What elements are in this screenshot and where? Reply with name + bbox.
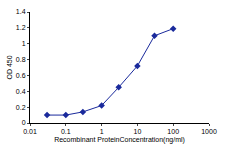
svg-text:100: 100 [167, 128, 179, 135]
svg-text:0: 0 [22, 119, 26, 126]
svg-text:1000: 1000 [201, 128, 217, 135]
svg-text:1.4: 1.4 [16, 8, 26, 15]
svg-text:0.2: 0.2 [16, 104, 26, 111]
svg-text:1: 1 [22, 40, 26, 47]
svg-text:0.1: 0.1 [61, 128, 71, 135]
svg-text:0.01: 0.01 [23, 128, 37, 135]
svg-text:10: 10 [134, 128, 142, 135]
svg-text:1: 1 [100, 128, 104, 135]
svg-text:Recombinant ProteinConcentrati: Recombinant ProteinConcentration(ng/ml) [54, 136, 185, 144]
svg-text:1.2: 1.2 [16, 24, 26, 31]
svg-text:0.4: 0.4 [16, 88, 26, 95]
svg-text:0.8: 0.8 [16, 56, 26, 63]
svg-text:OD 450: OD 450 [6, 55, 13, 79]
svg-text:0.6: 0.6 [16, 72, 26, 79]
